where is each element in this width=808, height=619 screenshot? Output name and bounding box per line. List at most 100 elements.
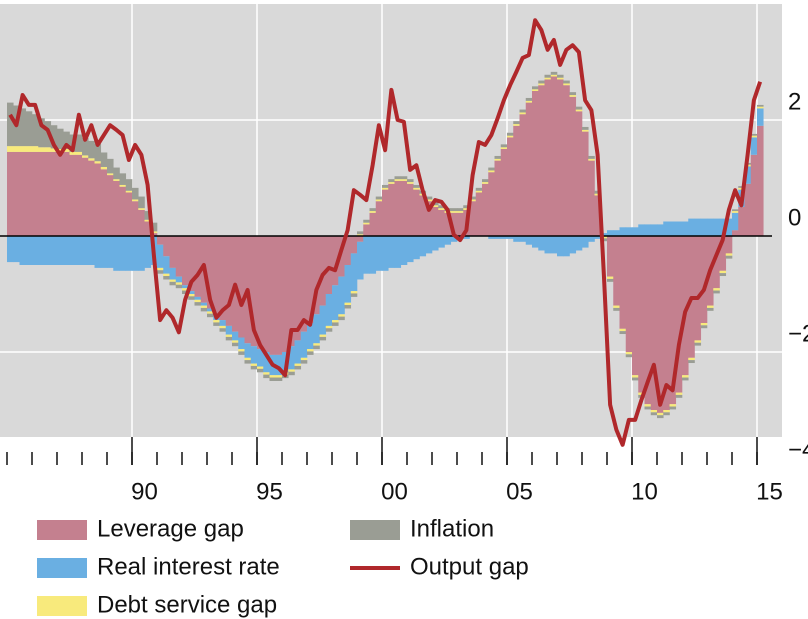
bar-segment [550, 236, 558, 254]
bar-segment [632, 377, 639, 381]
bar-segment [144, 236, 152, 268]
bar-segment [250, 363, 258, 366]
bar-segment [32, 236, 39, 265]
bar-segment [275, 354, 283, 376]
bar-segment [232, 340, 239, 343]
x-tick-label: 00 [381, 478, 408, 505]
bar-segment [182, 236, 189, 286]
bar-segment [225, 325, 233, 335]
bar-segment [700, 218, 708, 236]
bar-segment [532, 89, 539, 91]
bar-segment [700, 323, 708, 326]
bar-segment [513, 125, 520, 236]
bar-segment [513, 124, 520, 126]
bar-segment [207, 311, 214, 314]
bar-segment [382, 187, 389, 190]
bar-segment [432, 202, 439, 206]
bar-segment [669, 221, 677, 236]
bar-segment [113, 180, 120, 236]
bar-segment [575, 109, 583, 112]
bar-segment [50, 236, 58, 265]
bar-segment [707, 305, 714, 308]
bar-segment [413, 184, 420, 188]
bar-segment [307, 349, 314, 352]
bar-segment [38, 236, 45, 265]
bar-segment [657, 236, 664, 413]
bar-segment [182, 288, 189, 291]
bar-segment [82, 157, 89, 236]
bar-segment [463, 208, 470, 210]
bar-segment [219, 328, 227, 332]
bar-segment [113, 179, 120, 181]
bar-segment [563, 236, 570, 257]
bar-segment [419, 195, 427, 236]
bar-segment [563, 85, 570, 236]
bar-segment [307, 351, 314, 355]
bar-segment [369, 208, 377, 212]
bar-segment [525, 236, 533, 245]
x-tick-label: 90 [131, 478, 158, 505]
bar-segment [250, 236, 258, 347]
bar-segment [300, 236, 308, 332]
bar-segment [594, 236, 602, 239]
bar-segment [57, 128, 64, 149]
bar-segment [582, 129, 589, 132]
bar-segment [500, 236, 508, 239]
legend-label: Real interest rate [97, 553, 280, 580]
bar-segment [750, 154, 758, 236]
bar-segment [263, 352, 270, 373]
line-layer [8, 18, 763, 447]
bar-segment [507, 132, 514, 136]
bar-segment [325, 325, 333, 329]
bar-segment [388, 183, 395, 236]
axis-layer [0, 235, 772, 465]
bar-segment [219, 236, 227, 321]
bar-segment [7, 146, 14, 152]
bar-segment [550, 71, 558, 75]
x-tick-label: 05 [506, 478, 533, 505]
bar-segment [319, 336, 327, 341]
bar-segment [675, 221, 683, 236]
bar-segment [500, 147, 508, 149]
bar-segment [63, 131, 70, 149]
bar-segment [157, 244, 164, 268]
bar-segment [225, 334, 233, 337]
bar-segment [150, 222, 158, 232]
bar-segment [650, 410, 658, 413]
bar-segment [107, 158, 114, 174]
bar-segment [382, 236, 389, 271]
bar-segment [600, 233, 608, 236]
bar-segment [700, 236, 708, 323]
bar-segment [32, 114, 39, 147]
bar-segment [113, 167, 120, 180]
y-tick-label: 0 [788, 204, 801, 231]
bar-segment [488, 172, 495, 236]
bar-segment [294, 365, 302, 370]
bar-segment [125, 236, 133, 271]
bar-segment [344, 265, 352, 303]
bar-segment [344, 305, 352, 309]
bar-segment [138, 208, 145, 210]
bar-segment [288, 371, 295, 376]
bar-segment [169, 281, 177, 286]
bar-segment [94, 143, 102, 162]
bar-segment [369, 211, 377, 213]
bar-segment [132, 199, 139, 202]
bar-segment [219, 320, 227, 326]
bar-segment [438, 209, 445, 236]
bar-segment [144, 211, 152, 220]
bar-segment [594, 195, 602, 236]
bar-segment [219, 325, 227, 329]
bar-segment [38, 147, 45, 152]
bar-segment [394, 180, 402, 236]
bar-segment [207, 313, 214, 318]
bar-segment [657, 224, 664, 236]
bar-segment [132, 236, 139, 271]
bar-segment [350, 291, 358, 294]
bar-segment [332, 320, 339, 323]
bar-segment [275, 236, 283, 355]
bar-segment [269, 236, 277, 355]
bar-segment [532, 236, 539, 248]
bar-segment [719, 273, 727, 277]
bar-segment [669, 406, 677, 410]
